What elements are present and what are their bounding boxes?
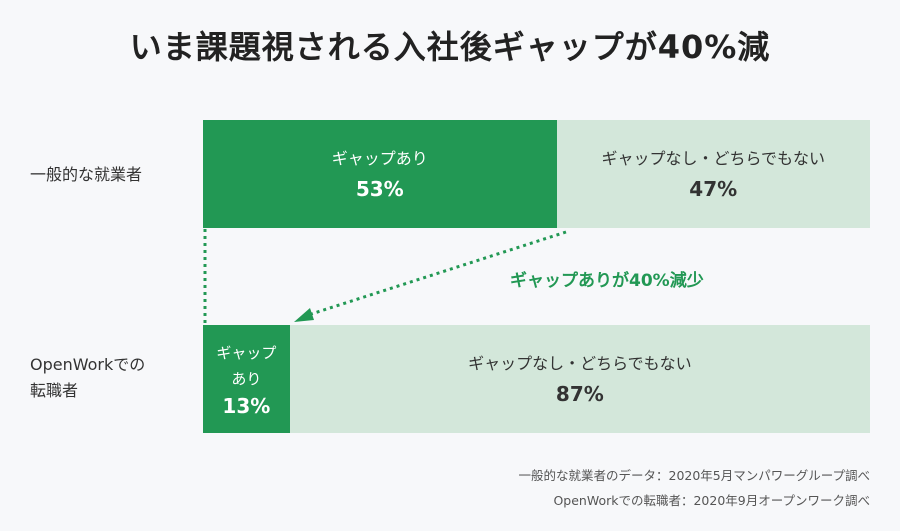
annotation-decrease: ギャップありが40%減少 [510,271,704,291]
bar-general: ギャップあり 53% ギャップなし・どちらでもない 47% [203,120,870,228]
source-note-openwork: OpenWorkでの転職者：2020年9月オープンワーク調べ [553,493,870,508]
bar-openwork: ギャップあり 13% ギャップなし・どちらでもない 87% [203,325,870,433]
row-label-openwork: OpenWorkでの 転職者 [30,352,145,404]
row-label-general: 一般的な就業者 [30,162,142,188]
row-label-line: 一般的な就業者 [30,165,143,184]
segment-value: 13% [222,394,271,418]
segment-label-line: あり [231,370,262,388]
segment-label: ギャップあり [331,149,428,168]
row-label-line: 転職者 [30,381,79,400]
source-note-general: 一般的な就業者のデータ：2020年5月マンパワーグループ調べ [518,468,870,483]
segment-label: ギャップなし・どちらでもない [601,149,825,168]
segment-label-line: ギャップ [216,344,277,362]
segment-label: ギャップあり [216,340,276,392]
bar-segment-no-gap: ギャップなし・どちらでもない 87% [289,325,870,433]
segment-label: ギャップなし・どちらでもない [468,354,692,373]
bar-segment-gap: ギャップあり 13% [203,325,290,433]
bar-segment-no-gap: ギャップなし・どちらでもない 47% [556,120,870,228]
arrow-head-icon [294,308,314,322]
page-title: いま課題視される入社後ギャップが40%減 [129,28,771,66]
row-label-line: OpenWorkでの [30,355,146,374]
segment-value: 87% [555,382,604,406]
segment-value: 47% [689,177,738,201]
bar-segment-gap: ギャップあり 53% [203,120,557,228]
segment-value: 53% [355,177,404,201]
